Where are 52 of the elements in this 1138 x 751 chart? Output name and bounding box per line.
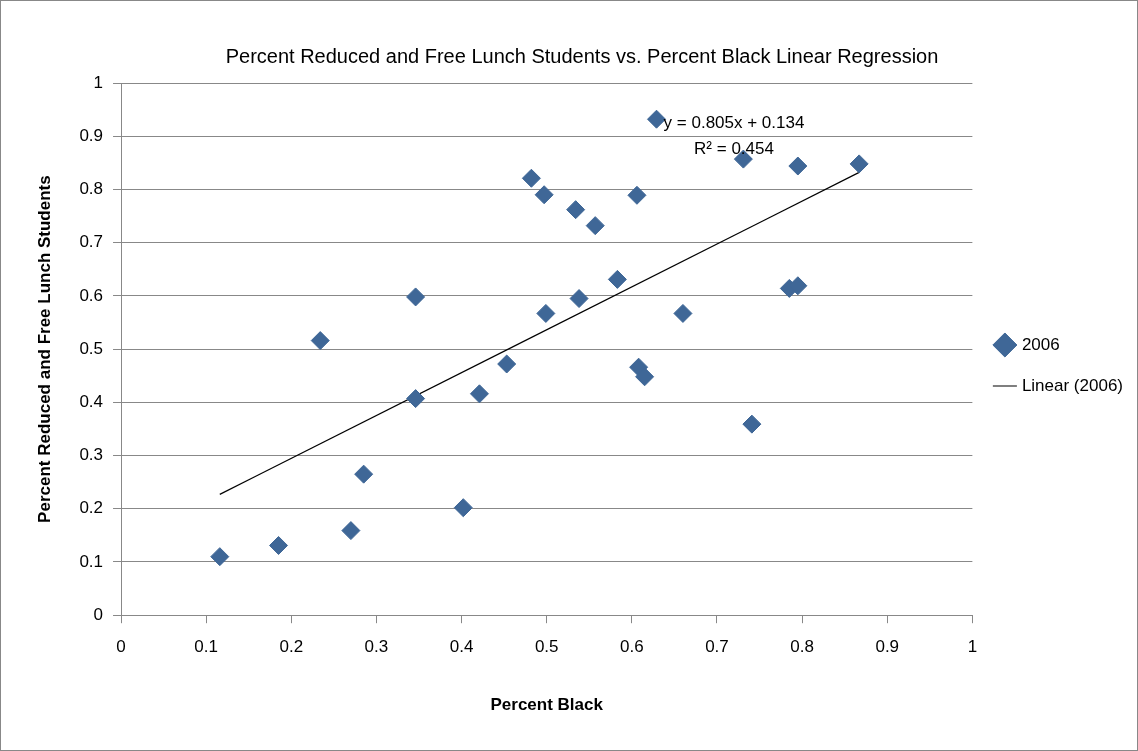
point [497,354,517,374]
point [406,389,426,409]
x-tick-label: 1 [967,637,978,657]
chart-title: Percent Reduced and Free Lunch Students vs. Percent Black Linear Regression [225,44,939,67]
point [310,331,330,351]
point [607,269,627,289]
x-axis-title: Percent Black [490,695,604,715]
x-tick-label: 0.9 [875,637,900,657]
y-tick-label: 0.4 [79,392,104,412]
point [341,521,361,541]
point [453,498,473,518]
x-tick-label: 0.8 [790,637,814,657]
point [849,154,869,174]
y-tick-label: 0.7 [79,232,104,252]
point [469,384,489,404]
y-tick-label: 0.5 [79,338,104,358]
point [354,464,374,484]
point [406,287,426,307]
point [521,168,541,188]
legend-label: Linear (2006) [1021,375,1123,395]
x-tick-label: 0 [116,637,126,657]
point [788,156,808,176]
annotation: y = 0.805x + 0.134 [663,112,805,132]
legend-label: 2006 [1021,334,1060,354]
x-tick-label: 0.5 [534,637,559,657]
point [673,303,693,323]
point [635,367,655,387]
y-axis-title: Percent Reduced and Free Lunch Students [34,175,54,523]
y-tick-label: 0.2 [79,498,104,518]
x-tick-label: 0.7 [705,637,729,657]
y-tick-label: 0.8 [79,179,104,199]
x-tick-label: 0.4 [449,637,474,657]
x-tick-label: 0.2 [279,637,304,657]
point [534,185,554,205]
y-tick-label: 1 [93,72,104,92]
x-tick-label: 0.6 [620,637,644,657]
point [585,216,605,236]
point [566,200,586,220]
point [269,535,289,555]
x-tick-label: 0.3 [364,637,389,657]
point [210,547,230,567]
y-tick-label: 0 [93,604,104,624]
y-tick-label: 0.1 [79,551,104,571]
y-tick-label: 0.9 [79,125,104,145]
y-tick-label: 0.3 [79,445,104,465]
y-tick-label: 0.6 [79,285,104,305]
point [627,185,647,205]
annotation: R² = 0.454 [694,138,774,158]
point [569,289,589,309]
point [742,414,762,434]
x-tick-label: 0.1 [194,637,218,657]
point [536,303,556,323]
